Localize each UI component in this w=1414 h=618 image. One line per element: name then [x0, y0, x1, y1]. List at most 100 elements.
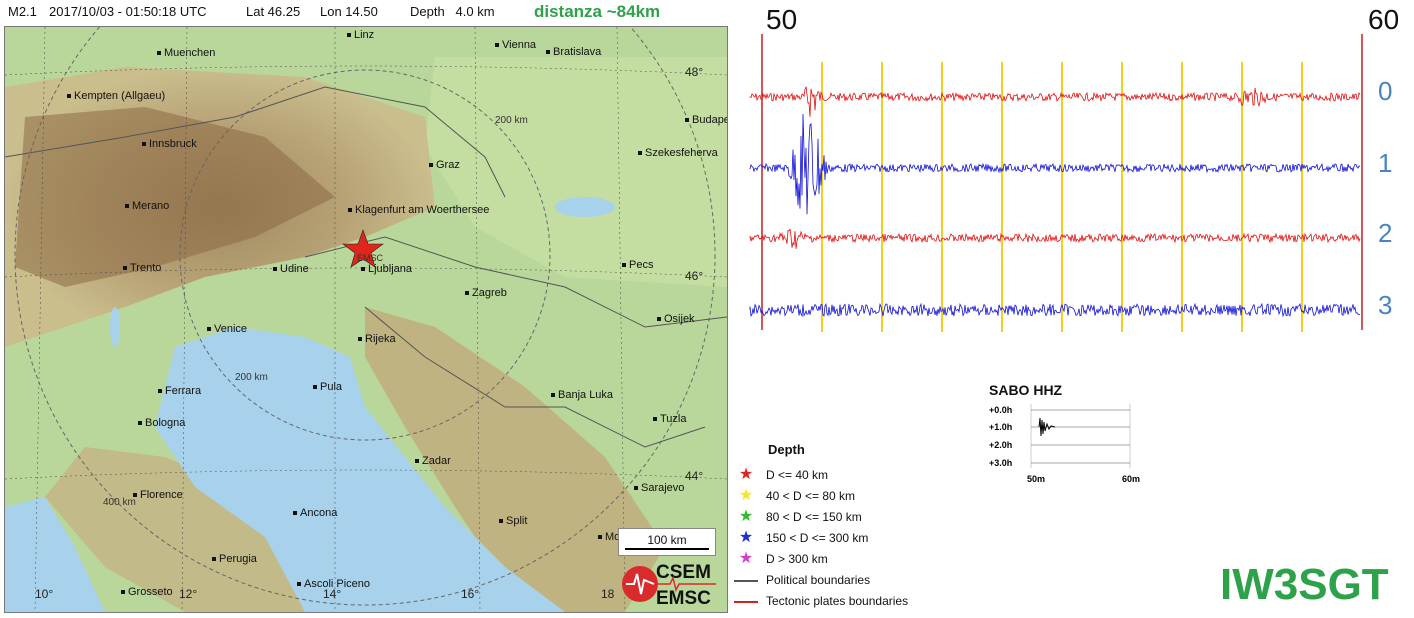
trace-channel-3: [749, 302, 1361, 318]
thumbnail-row-label: +1.0h: [989, 422, 1013, 432]
city-label: Ascoli Piceno: [297, 578, 370, 590]
legend-label: 80 < D <= 150 km: [766, 510, 862, 524]
channel-label: 1: [1378, 148, 1393, 178]
map-scale: 100 km: [618, 528, 716, 556]
legend-label: D > 300 km: [766, 552, 828, 566]
channel-label: 3: [1378, 290, 1393, 320]
city-label: Split: [499, 515, 527, 527]
star-icon: ★: [738, 550, 754, 567]
csem-emsc-logo: CSEM EMSC: [620, 556, 720, 612]
legend-row: ★ 80 < D <= 150 km: [734, 506, 862, 526]
latitude-label: 48°: [685, 65, 704, 79]
city-label: Osijek: [657, 313, 695, 325]
legend-label: Political boundaries: [766, 573, 871, 587]
longitude-label: 12°: [179, 587, 198, 601]
thumbnail-traces: [1030, 404, 1131, 468]
trace-channel-2: [749, 228, 1361, 249]
latitude: Lat 46.25: [246, 4, 301, 19]
thumbnail-row-label: +3.0h: [989, 458, 1013, 468]
city-label: Graz: [429, 159, 460, 171]
station-callsign: IW3SGT: [1220, 560, 1389, 609]
longitude-label: 14°: [323, 587, 342, 601]
city-label: Tuzla: [653, 413, 687, 425]
political-boundary-swatch: [734, 579, 758, 582]
longitude: Lon 14.50: [320, 4, 378, 19]
channel-label: 0: [1378, 76, 1393, 106]
seismogram-traces: [749, 34, 1363, 332]
longitude-label: 18: [601, 587, 615, 601]
thumbnail-row-label: +0.0h: [989, 405, 1013, 415]
legend-row: ★ D > 300 km: [734, 548, 828, 568]
legend-row: ★ 40 < D <= 80 km: [734, 485, 855, 505]
legend-row: ★ 150 < D <= 300 km: [734, 527, 869, 547]
city-label: Muenchen: [157, 47, 215, 59]
city-label: Innsbruck: [142, 138, 197, 150]
magnitude: M2.1: [8, 4, 37, 19]
legend-label: 40 < D <= 80 km: [766, 489, 856, 503]
distance-ring-label: 200 km: [495, 115, 528, 126]
city-label: Budape: [685, 114, 727, 126]
event-header: M2.1 2017/10/03 - 01:50:18 UTC Lat 46.25…: [0, 0, 740, 26]
city-label: Florence: [133, 489, 183, 501]
city-label: Klagenfurt am Woerthersee: [348, 204, 489, 216]
city-label: Rijeka: [358, 333, 396, 345]
city-label: Kempten (Allgaeu): [67, 90, 165, 102]
legend-label: D <= 40 km: [766, 468, 829, 482]
trace-channel-0: [749, 86, 1361, 117]
city-label: Ljubljana: [361, 263, 412, 275]
star-icon: ★: [738, 487, 754, 504]
city-label: Pula: [313, 381, 342, 393]
helicorder-thumbnail: SABO HHZ +0.0h +1.0h +2.0h +3.0h 50m 60m: [985, 380, 1165, 490]
latitude-label: 46°: [685, 269, 704, 283]
thumbnail-row-label: +2.0h: [989, 440, 1013, 450]
legend-title: Depth: [768, 442, 805, 457]
city-label: Perugia: [212, 553, 257, 565]
legend-row: ★ D <= 40 km: [734, 464, 828, 484]
city-label: Ancona: [293, 507, 337, 519]
city-label: Grosseto: [121, 586, 173, 598]
legend-row: Political boundaries: [734, 573, 870, 587]
city-label: Bologna: [138, 417, 185, 429]
scale-label: 100 km: [647, 533, 687, 547]
epicenter-label: EMSC: [357, 253, 384, 263]
distance-ring-label: 200 km: [235, 372, 268, 383]
city-label: Pecs: [622, 259, 653, 271]
city-label: Sarajevo: [634, 482, 684, 494]
city-label: Venice: [207, 323, 247, 335]
seismogram-panel: 50 60 0 1 2 3: [748, 0, 1414, 340]
city-label: Zagreb: [465, 287, 507, 299]
city-label: Merano: [125, 200, 169, 212]
channel-label: 2: [1378, 218, 1393, 248]
distance-ring-label: 400 km: [103, 497, 136, 508]
legend-label: Tectonic plates boundaries: [766, 594, 909, 608]
time-start-label: 50: [766, 4, 798, 35]
earthquake-map: EMSC Muenchen Linz Vienna Bratislava Kem…: [4, 26, 728, 613]
svg-text:EMSC: EMSC: [656, 588, 711, 609]
time-end-label: 60: [1368, 4, 1400, 35]
city-label: Vienna: [495, 39, 536, 51]
thumbnail-x-label: 50m: [1027, 474, 1046, 484]
latitude-label: 44°: [685, 469, 704, 483]
city-label: Bratislava: [546, 46, 601, 58]
scale-bar: [625, 548, 709, 550]
trace-channel-1: [749, 113, 1361, 215]
map-terrain: [5, 27, 727, 612]
star-icon: ★: [738, 508, 754, 525]
city-label: Banja Luka: [551, 389, 613, 401]
legend-row: Tectonic plates boundaries: [734, 594, 908, 608]
star-icon: ★: [738, 529, 754, 546]
star-icon: ★: [738, 466, 754, 483]
tectonic-boundary-swatch: [734, 600, 758, 603]
legend-label: 150 < D <= 300 km: [766, 531, 869, 545]
thumbnail-title: SABO HHZ: [989, 382, 1063, 398]
thumbnail-x-label: 60m: [1122, 474, 1141, 484]
longitude-label: 16°: [461, 587, 480, 601]
city-label: Linz: [347, 29, 374, 41]
depth: Depth 4.0 km: [410, 4, 495, 19]
svg-text:CSEM: CSEM: [656, 562, 711, 583]
distance: distanza ~84km: [534, 2, 661, 21]
city-label: Zadar: [415, 455, 451, 467]
map-legend: Depth ★ D <= 40 km ★ 40 < D <= 80 km ★ 80 <…: [734, 442, 954, 614]
epicenter-star: [342, 229, 384, 268]
city-label: Udine: [273, 263, 309, 275]
